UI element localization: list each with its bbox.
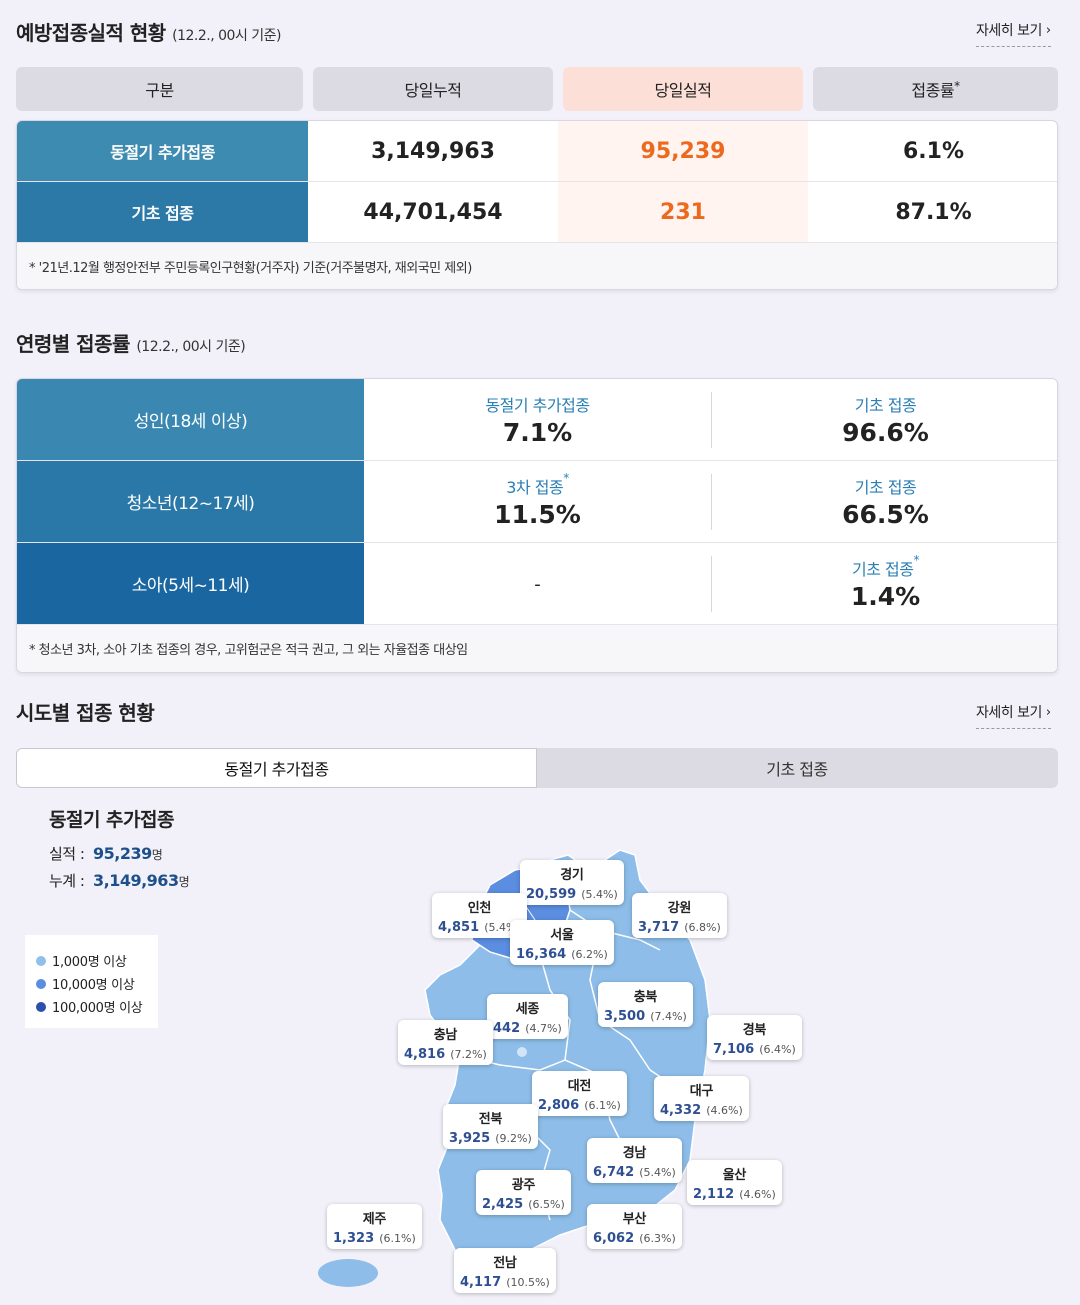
legend-item: 100,000명 이상 xyxy=(36,995,158,1018)
region-label-sejong[interactable]: 세종 442 (4.7%) xyxy=(487,994,568,1039)
region-label-chungbuk[interactable]: 충북 3,500 (7.4%) xyxy=(598,982,693,1027)
vaccination-table: 동절기 추가접종 3,149,963 95,239 6.1% 기초 접종 44,… xyxy=(16,120,1058,290)
rate-value: 87.1% xyxy=(895,199,972,225)
summary-performance: 실적 : 95,239명 xyxy=(49,844,163,863)
region-label-jeju[interactable]: 제주 1,323 (6.1%) xyxy=(327,1204,422,1249)
row-label: 기초 접종 xyxy=(17,182,308,242)
region-label-jeonbuk[interactable]: 전북 3,925 (9.2%) xyxy=(443,1104,538,1149)
legend-item: 10,000명 이상 xyxy=(36,972,158,995)
region-label-seoul[interactable]: 서울 16,364 (6.2%) xyxy=(510,920,614,965)
tab-primary-vaccination[interactable]: 기초 접종 xyxy=(536,748,1058,788)
table-row: 소아(5세~11세) - 기초 접종* 1.4% xyxy=(17,543,1057,625)
daily-value: 95,239 xyxy=(558,121,808,181)
detail-link-region[interactable]: 자세히 보기 › xyxy=(976,702,1051,729)
rate-cell: 기초 접종* 1.4% xyxy=(850,553,921,611)
summary-title: 동절기 추가접종 xyxy=(49,809,174,831)
region-label-ulsan[interactable]: 울산 2,112 (4.6%) xyxy=(687,1160,782,1205)
rate-cell: 3차 접종* 11.5% xyxy=(494,471,581,529)
chevron-right-icon: › xyxy=(1045,22,1051,38)
region-label-gangwon[interactable]: 강원 3,717 (6.8%) xyxy=(632,893,727,938)
rate-cell: 기초 접종 96.6% xyxy=(842,396,929,447)
region-label-gyeongnam[interactable]: 경남 6,742 (5.4%) xyxy=(587,1138,682,1183)
chevron-right-icon: › xyxy=(1045,704,1051,720)
tab-winter-booster[interactable]: 동절기 추가접종 xyxy=(16,748,537,788)
header-rate: 접종률 * xyxy=(813,67,1058,111)
table-footnote: * '21년.12월 행정안전부 주민등록인구현황(거주자) 기준(거주불명자,… xyxy=(29,261,472,276)
region-label-busan[interactable]: 부산 6,062 (6.3%) xyxy=(587,1204,682,1249)
region-label-daejeon[interactable]: 대전 2,806 (6.1%) xyxy=(532,1071,627,1116)
row-label: 청소년(12~17세) xyxy=(17,461,364,542)
row-label: 소아(5세~11세) xyxy=(17,543,364,624)
region-label-daegu[interactable]: 대구 4,332 (4.6%) xyxy=(654,1076,749,1121)
section1-title: 예방접종실적 현황 (12.2., 00시 기준) xyxy=(16,21,281,45)
header-category: 구분 xyxy=(16,67,303,111)
region-label-chungnam[interactable]: 충남 4,816 (7.2%) xyxy=(398,1020,493,1065)
jeju-shape xyxy=(318,1259,378,1287)
table-row: 청소년(12~17세) 3차 접종* 11.5% 기초 접종 66.5% xyxy=(17,461,1057,543)
rate-value: 6.1% xyxy=(902,138,964,164)
region-label-gyeonggi[interactable]: 경기 20,599 (5.4%) xyxy=(520,860,624,905)
cumulative-value: 3,149,963 xyxy=(371,138,495,164)
row-label: 성인(18세 이상) xyxy=(17,379,364,460)
header-cumulative: 당일누적 xyxy=(313,67,553,111)
rate-cell: 동절기 추가접종 7.1% xyxy=(485,396,590,447)
table-footnote: * 청소년 3차, 소아 기초 접종의 경우, 고위험군은 적극 권고, 그 외… xyxy=(29,643,468,658)
row-label: 동절기 추가접종 xyxy=(17,121,308,181)
cumulative-value: 44,701,454 xyxy=(363,199,503,225)
region-label-jeonnam[interactable]: 전남 4,117 (10.5%) xyxy=(454,1248,556,1293)
header-daily: 당일실적 xyxy=(563,67,803,111)
table-row: 동절기 추가접종 3,149,963 95,239 6.1% xyxy=(17,121,1057,182)
section2-title: 연령별 접종률 (12.2., 00시 기준) xyxy=(16,332,246,356)
rate-cell: 기초 접종 66.5% xyxy=(842,478,929,529)
table-row: 기초 접종 44,701,454 231 87.1% xyxy=(17,182,1057,243)
daily-value: 231 xyxy=(558,182,808,242)
legend-item: 1,000명 이상 xyxy=(36,949,158,972)
summary-total: 누계 : 3,149,963명 xyxy=(49,871,190,890)
section3-title: 시도별 접종 현황 xyxy=(16,701,155,725)
region-label-gyeongbuk[interactable]: 경북 7,106 (6.4%) xyxy=(707,1015,802,1060)
rate-cell: - xyxy=(534,574,541,595)
map-legend: 1,000명 이상 10,000명 이상 100,000명 이상 xyxy=(25,935,158,1028)
age-rate-table: 성인(18세 이상) 동절기 추가접종 7.1% 기초 접종 96.6% 청소년… xyxy=(16,378,1058,673)
region-label-gwangju[interactable]: 광주 2,425 (6.5%) xyxy=(476,1170,571,1215)
detail-link-vaccination[interactable]: 자세히 보기 › xyxy=(976,20,1051,47)
table-row: 성인(18세 이상) 동절기 추가접종 7.1% 기초 접종 96.6% xyxy=(17,379,1057,461)
